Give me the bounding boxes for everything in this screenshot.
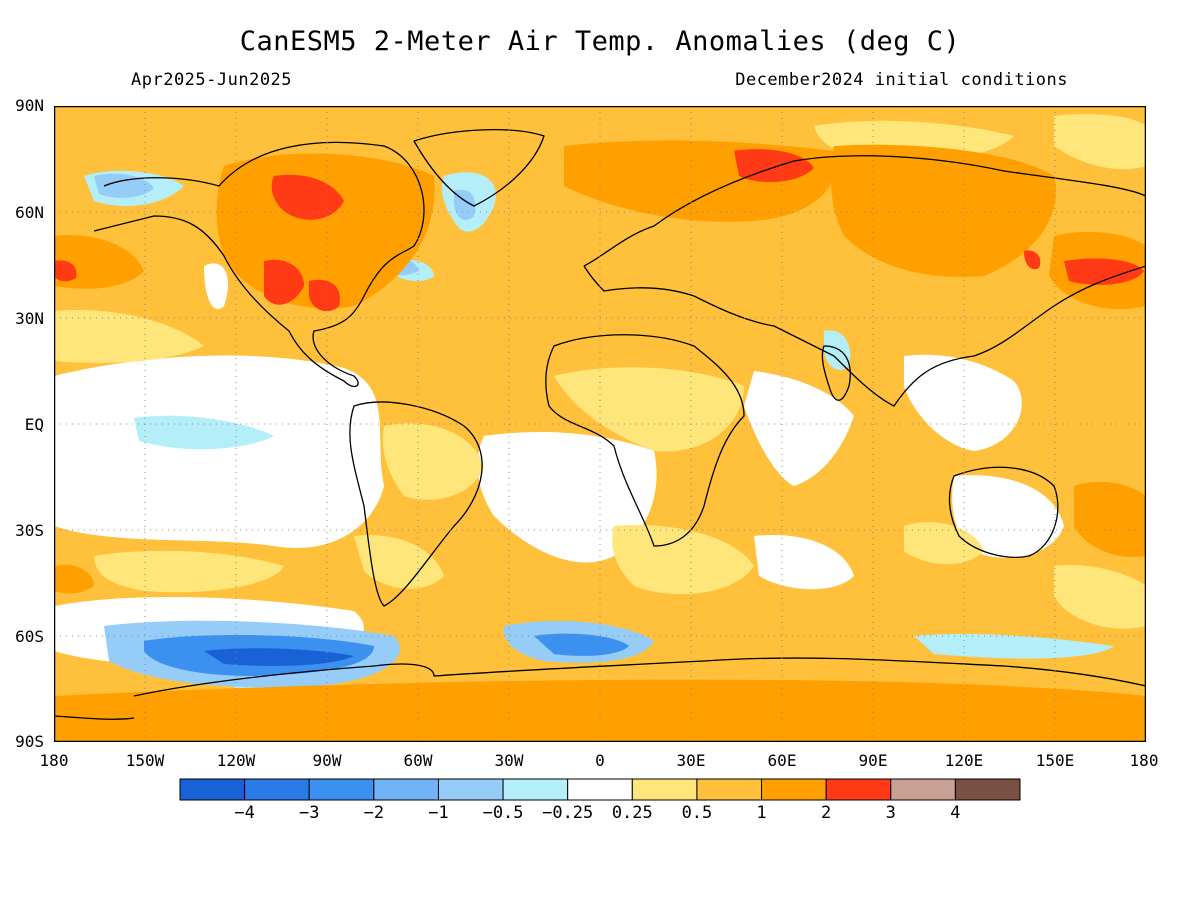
strong-warm-regions bbox=[54, 149, 1144, 312]
colorbar-swatch bbox=[696, 778, 763, 801]
lat-label-eq: EQ bbox=[24, 415, 44, 434]
lat-label-60s: 60S bbox=[15, 627, 44, 646]
lon-label-150e: 150E bbox=[1035, 751, 1075, 770]
south-america-outline bbox=[349, 401, 483, 607]
weak-warm-regions bbox=[54, 114, 1146, 629]
colorbar-tick-label: 2 bbox=[821, 803, 832, 823]
lat-label-90n: 90N bbox=[15, 96, 44, 115]
colorbar-tick-label: 4 bbox=[950, 803, 961, 823]
map-frame bbox=[54, 106, 1146, 742]
colorbar-swatch bbox=[308, 778, 375, 801]
colorbar-swatch bbox=[761, 778, 827, 801]
lon-label-0: 0 bbox=[595, 751, 605, 770]
lon-label-60e: 60E bbox=[767, 751, 797, 770]
colorbar-swatch bbox=[890, 778, 956, 801]
lat-lon-grid bbox=[54, 106, 1146, 742]
initial-conditions-label: December2024 initial conditions bbox=[735, 70, 1068, 90]
lat-label-30n: 30N bbox=[15, 309, 44, 328]
neutral-anomaly-regions bbox=[54, 263, 1064, 666]
lon-label-90e: 90E bbox=[858, 751, 888, 770]
colorbar-swatch bbox=[179, 778, 246, 801]
eurasia-outline bbox=[583, 155, 1146, 407]
continent-outlines bbox=[54, 129, 1146, 720]
antarctica-outline bbox=[54, 657, 1146, 720]
colorbar-swatch bbox=[437, 778, 504, 801]
colorbar-tick-label: −2 bbox=[363, 803, 385, 823]
strongest-cold-regions bbox=[204, 648, 354, 666]
colorbar-swatch bbox=[954, 778, 1021, 801]
lon-label-30e: 30E bbox=[676, 751, 706, 770]
colorbar-swatch bbox=[373, 778, 439, 801]
colorbar-tick-label: 3 bbox=[885, 803, 896, 823]
colorbar-tick-label: 0.5 bbox=[681, 803, 713, 823]
lon-label-180w: 180 bbox=[39, 751, 69, 770]
lon-label-180e: 180 bbox=[1129, 751, 1159, 770]
greenland-outline bbox=[413, 129, 545, 207]
map-title: CanESM5 2-Meter Air Temp. Anomalies (deg… bbox=[239, 26, 961, 57]
lat-label-90s: 90S bbox=[15, 732, 44, 751]
anomaly-map bbox=[54, 106, 1146, 742]
lon-label-120w: 120W bbox=[216, 751, 256, 770]
lat-label-60n: 60N bbox=[15, 203, 44, 222]
colorbar-swatch bbox=[244, 778, 310, 801]
lon-label-90w: 90W bbox=[312, 751, 342, 770]
colorbar-swatch bbox=[567, 778, 633, 801]
forecast-period: Apr2025-Jun2025 bbox=[131, 70, 293, 90]
colorbar-tick-label: −4 bbox=[234, 803, 255, 823]
colorbar-tick-label: −0.25 bbox=[542, 803, 594, 823]
colorbar-tick-label: 1 bbox=[756, 803, 767, 823]
colorbar-tick-label: −1 bbox=[428, 803, 449, 823]
colorbar-swatch bbox=[825, 778, 892, 801]
lon-label-150w: 150W bbox=[125, 751, 165, 770]
colorbar-tick-label: −0.5 bbox=[482, 803, 524, 823]
colorbar-tick-label: 0.25 bbox=[611, 803, 653, 823]
australia-outline bbox=[948, 466, 1059, 558]
colorbar-swatch bbox=[631, 778, 698, 801]
north-america-outline bbox=[93, 141, 425, 388]
colorbar-tick-label: −3 bbox=[298, 803, 320, 823]
lon-label-120e: 120E bbox=[944, 751, 984, 770]
colorbar-swatch bbox=[502, 778, 569, 801]
colorbar bbox=[179, 778, 1021, 801]
africa-outline bbox=[545, 334, 745, 547]
india-outline bbox=[821, 345, 851, 401]
lon-label-60w: 60W bbox=[403, 751, 433, 770]
lon-label-30w: 30W bbox=[494, 751, 524, 770]
lat-label-30s: 30S bbox=[15, 521, 44, 540]
